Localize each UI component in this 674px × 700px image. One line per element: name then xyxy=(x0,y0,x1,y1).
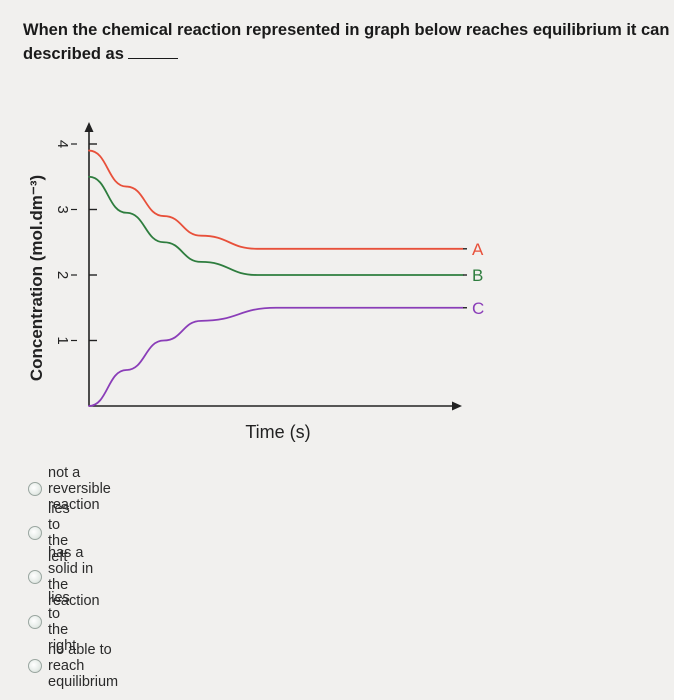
x-axis-arrow xyxy=(452,401,462,411)
radio-button-icon[interactable] xyxy=(28,659,42,673)
question-line-1: When the chemical reaction represented i… xyxy=(23,21,674,39)
graph-ticks: 1 2 3 4 xyxy=(54,140,97,345)
option-lies-left[interactable]: lies to the left xyxy=(28,501,70,565)
graph-series xyxy=(88,149,464,407)
y-tick-label-4: 4 xyxy=(54,140,71,148)
option-not-reversible[interactable]: not a reversible reaction xyxy=(28,465,111,513)
option-label: lies to the right xyxy=(48,590,77,654)
question-text: When the chemical reaction represented i… xyxy=(23,18,674,66)
series-label-b: B xyxy=(472,266,483,285)
radio-button-icon[interactable] xyxy=(28,570,42,584)
series-line-c xyxy=(88,306,464,407)
y-axis-label: Concentration (mol.dm⁻³) xyxy=(27,175,46,381)
radio-button-icon[interactable] xyxy=(28,615,42,629)
option-label: lies to the left xyxy=(48,501,70,565)
series-line-a xyxy=(88,149,464,250)
series-label-a: A xyxy=(472,240,484,259)
option-label: has a solid in the reaction xyxy=(48,545,100,609)
radio-button-icon[interactable] xyxy=(28,482,42,496)
series-label-c: C xyxy=(472,299,484,318)
option-label: not a reversible reaction xyxy=(48,465,111,513)
answer-blank xyxy=(127,44,178,59)
concentration-time-graph: 1 2 3 4 ABC Time (s) Concentration (mol.dm⁻³) xyxy=(27,122,484,442)
y-axis-arrow xyxy=(84,122,94,132)
y-tick-label-2: 2 xyxy=(54,271,71,279)
option-no-equilibrium[interactable]: no able to reach equilibrium xyxy=(28,642,118,690)
y-tick-label-1: 1 xyxy=(54,336,71,344)
option-solid-in-reaction[interactable]: has a solid in the reaction xyxy=(28,545,100,609)
graph-axes xyxy=(84,122,462,411)
x-axis-label: Time (s) xyxy=(245,422,310,442)
question-line-2: described as xyxy=(23,42,673,66)
option-lies-right[interactable]: lies to the right xyxy=(28,590,76,654)
question-line-2-text: described as xyxy=(23,45,124,63)
graph-labels: ABC Time (s) Concentration (mol.dm⁻³) xyxy=(27,175,484,442)
series-line-b xyxy=(88,175,464,276)
radio-button-icon[interactable] xyxy=(28,526,42,540)
y-tick-label-3: 3 xyxy=(54,205,71,213)
option-label: no able to reach equilibrium xyxy=(48,642,119,690)
